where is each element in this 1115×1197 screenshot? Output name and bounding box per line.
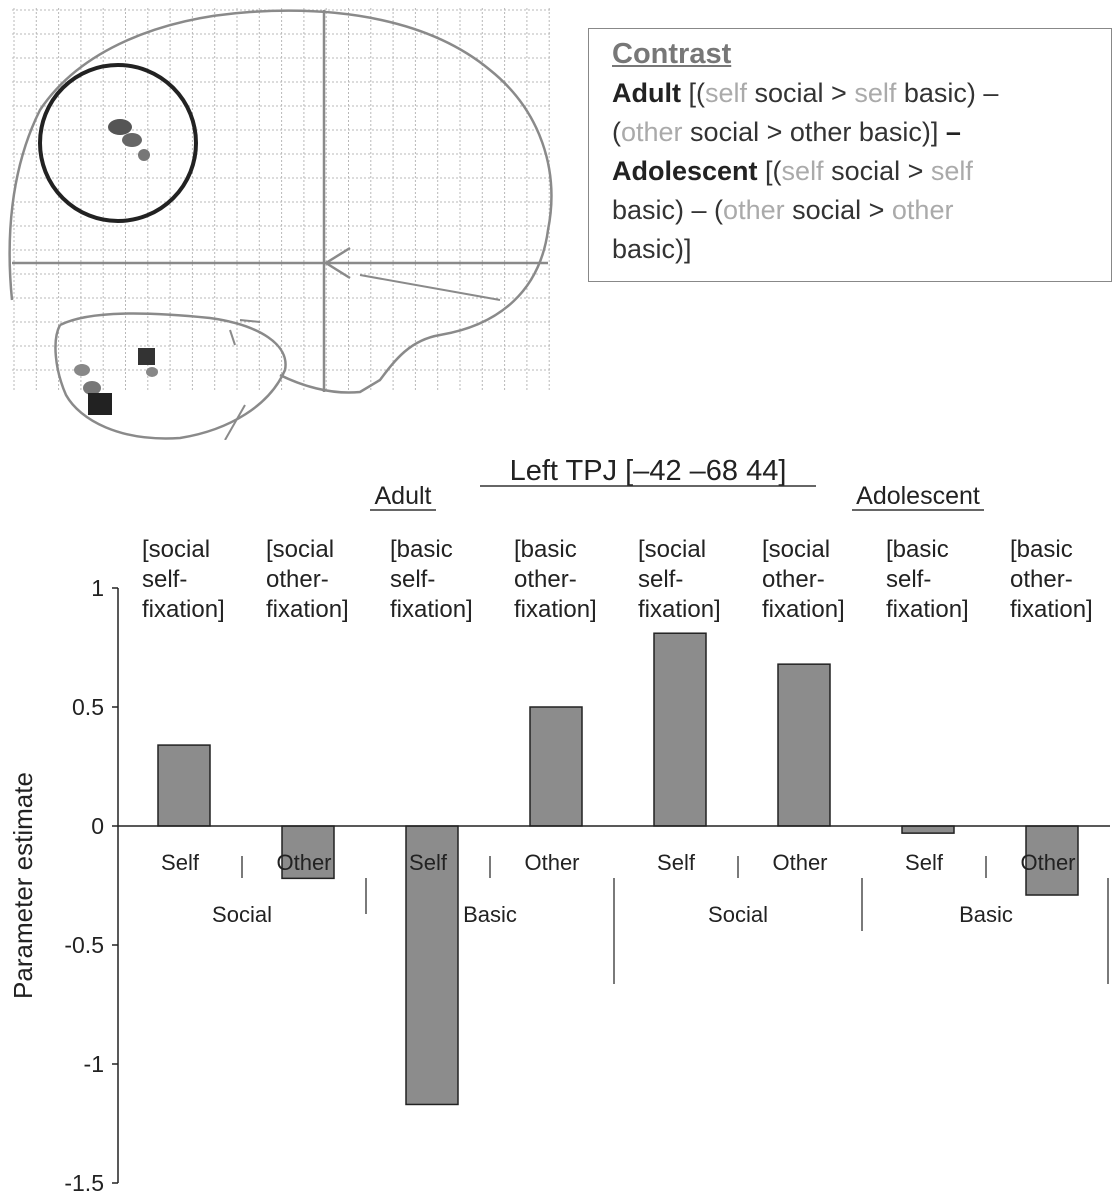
contrast-text-segment: other: [891, 195, 954, 225]
condition-label: [basic: [1010, 536, 1073, 563]
x-category-label: Other: [524, 850, 579, 875]
contrast-text-segment: [(: [680, 78, 705, 108]
contrast-text-segment: –: [938, 117, 961, 147]
condition-label: other-: [266, 566, 329, 593]
y-tick-label: -0.5: [64, 932, 104, 958]
contrast-legend-box: Contrast Adult [(self social > self basi…: [588, 28, 1112, 282]
contrast-text-segment: social > other basic)]: [682, 117, 939, 147]
y-tick-label: -1.5: [64, 1170, 104, 1196]
cerebellum-outline: [54, 312, 287, 440]
contrast-text-segment: basic)]: [612, 234, 692, 264]
x-category-label: Self: [657, 850, 696, 875]
y-tick-label: 1: [91, 575, 104, 601]
contrast-text-segment: (: [612, 117, 621, 147]
contrast-heading: Contrast: [612, 38, 732, 70]
contrast-description: Adult [(self social > self basic) – (othe…: [612, 74, 1111, 269]
x-category-label: Self: [905, 850, 944, 875]
condition-label: fixation]: [390, 596, 473, 623]
y-axis-label: Parameter estimate: [8, 772, 38, 999]
x-category-label: Self: [409, 850, 448, 875]
condition-label: fixation]: [142, 596, 225, 623]
bar: [777, 663, 831, 827]
condition-label: self-: [886, 566, 931, 593]
condition-label: fixation]: [514, 596, 597, 623]
contrast-line: Adolescent [(self social > self: [612, 152, 1111, 191]
x-category-label: Self: [161, 850, 200, 875]
condition-label: fixation]: [266, 596, 349, 623]
condition-label: fixation]: [1010, 596, 1093, 623]
x-category-label: Other: [772, 850, 827, 875]
group-label: Adolescent: [856, 482, 980, 510]
condition-label: [basic: [514, 536, 577, 563]
contrast-text-segment: social >: [784, 195, 892, 225]
roi-circle: [38, 63, 198, 223]
condition-label: [social: [762, 536, 830, 563]
condition-label: [basic: [390, 536, 453, 563]
contrast-line: basic) – (other social > other: [612, 191, 1111, 230]
condition-label: fixation]: [638, 596, 721, 623]
x-category-label: Other: [276, 850, 331, 875]
bar: [901, 825, 955, 834]
bar: [1025, 825, 1079, 896]
activation-blobs: [74, 119, 158, 415]
bar: [281, 825, 335, 880]
condition-label: fixation]: [886, 596, 969, 623]
condition-label: other-: [762, 566, 825, 593]
contrast-text-segment: Adolescent: [612, 156, 758, 186]
contrast-text-segment: social >: [747, 78, 855, 108]
chart-title: Left TPJ [–42 –68 44]: [510, 455, 787, 487]
bar: [157, 744, 211, 827]
contrast-text-segment: self: [930, 156, 973, 186]
contrast-text-segment: self: [704, 78, 748, 108]
condition-label: [social: [638, 536, 706, 563]
condition-label: self-: [638, 566, 683, 593]
condition-label: [basic: [886, 536, 949, 563]
contrast-text-segment: [(: [757, 156, 782, 186]
x-category-label: Other: [1020, 850, 1075, 875]
contrast-text-segment: other: [621, 117, 683, 147]
bar-chart: Left TPJ [–42 –68 44] Adult Adolescent [soc…: [8, 455, 1110, 1196]
condition-label: self-: [390, 566, 435, 593]
contrast-line: Adult [(self social > self basic) –: [612, 74, 1111, 113]
subgroup-label: Social: [708, 902, 768, 927]
y-tick-label: 0: [91, 813, 104, 839]
temporal-outline: [224, 274, 501, 440]
brain-glass-view: [8, 8, 553, 440]
subgroup-label: Basic: [463, 902, 517, 927]
condition-label: other-: [514, 566, 577, 593]
subgroup-label: Basic: [959, 902, 1013, 927]
contrast-text-segment: basic) –: [896, 78, 999, 108]
contrast-line: basic)]: [612, 230, 1111, 269]
contrast-text-segment: Adult: [612, 78, 681, 108]
contrast-text-segment: basic) – (: [612, 195, 724, 225]
condition-label: fixation]: [762, 596, 845, 623]
arrow-icon: [323, 246, 351, 280]
condition-label: [social: [142, 536, 210, 563]
contrast-text-segment: other: [723, 195, 785, 225]
contrast-line: (other social > other basic)] –: [612, 113, 1111, 152]
contrast-text-segment: self: [854, 78, 897, 108]
y-tick-label: -1: [84, 1051, 104, 1077]
condition-label: self-: [142, 566, 187, 593]
condition-label: other-: [1010, 566, 1073, 593]
y-tick-label: 0.5: [72, 694, 104, 720]
bar: [529, 706, 583, 827]
condition-label: [social: [266, 536, 334, 563]
bar: [653, 632, 707, 827]
brain-grid: [12, 8, 550, 392]
contrast-text-segment: social >: [823, 156, 931, 186]
contrast-text-segment: self: [781, 156, 824, 186]
subgroup-label: Social: [212, 902, 272, 927]
group-label: Adult: [375, 482, 432, 510]
brain-outline: [8, 9, 553, 394]
